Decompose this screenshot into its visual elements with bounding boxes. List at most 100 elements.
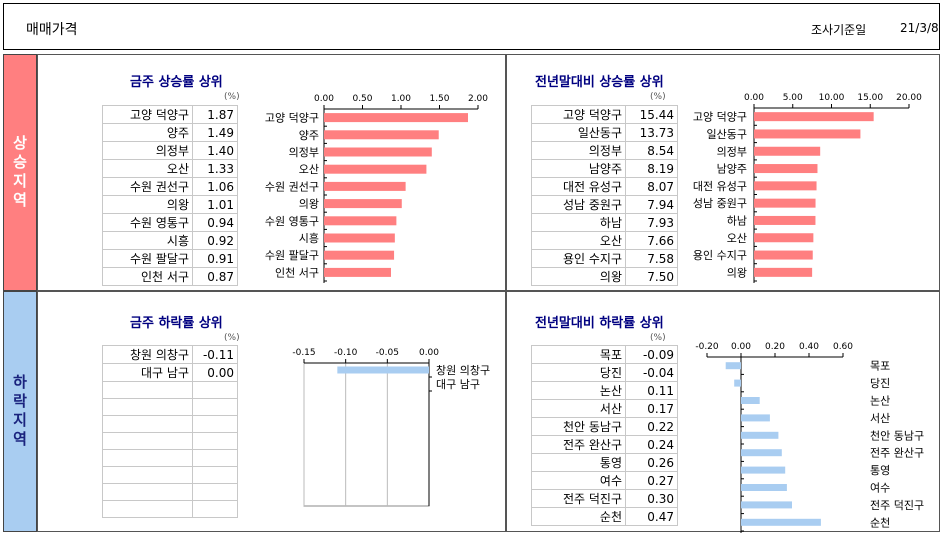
table-row: 의정부 8.54 — [531, 141, 678, 160]
value-cell: 1.01 — [192, 195, 238, 214]
table-row — [102, 432, 238, 450]
data-table: 고양 덕양구 15.44 일산동구 13.73 의정부 8.54 남양주 8.19 대전 유성구… — [531, 105, 678, 286]
bar — [324, 164, 427, 174]
region-cell: 창원 의창구 — [102, 345, 193, 364]
unit-label: (%) — [224, 92, 240, 102]
region-cell — [102, 432, 193, 450]
bar — [754, 112, 874, 122]
table-row — [102, 398, 238, 416]
region-cell: 용인 수지구 — [531, 249, 626, 268]
chart-title: 전년말대비 하락률 상위 — [535, 316, 664, 331]
value-cell: 0.47 — [625, 507, 678, 526]
value-cell: 0.24 — [625, 435, 678, 454]
value-cell: 0.27 — [625, 471, 678, 490]
category-label: 당진 — [870, 377, 890, 390]
rise-region-label: 상승지역 — [3, 54, 37, 291]
fall-region-text: 하락지역 — [10, 373, 29, 450]
category-label: 고양 덕양구 — [265, 112, 319, 125]
x-tick-label: -0.05 — [376, 348, 399, 358]
value-cell — [192, 432, 238, 450]
table-row: 오산 7.66 — [531, 231, 678, 250]
region-cell — [102, 449, 193, 467]
fall-region-label: 하락지역 — [3, 291, 37, 532]
table-row: 수원 영통구 0.94 — [102, 213, 238, 232]
value-cell: 0.87 — [192, 267, 238, 286]
value-cell: 7.58 — [625, 249, 678, 268]
table-row: 천안 동남구 0.22 — [531, 417, 678, 436]
value-cell — [192, 466, 238, 484]
value-cell: 7.66 — [625, 231, 678, 250]
category-label: 시흥 — [299, 231, 319, 245]
value-cell: -0.11 — [192, 345, 238, 364]
region-cell: 고양 덕양구 — [102, 105, 193, 124]
bar — [754, 267, 813, 277]
value-cell: 1.87 — [192, 105, 238, 124]
region-cell: 대구 남구 — [102, 363, 193, 382]
region-cell: 수원 팔달구 — [102, 249, 193, 268]
bar — [324, 216, 397, 226]
survey-date-value: 21/3/8 — [900, 21, 939, 35]
bar — [754, 181, 817, 191]
category-label: 수원 권선구 — [265, 180, 319, 193]
bar — [324, 113, 468, 123]
bar — [725, 362, 741, 370]
region-cell: 시흥 — [102, 231, 193, 250]
category-label: 여수 — [870, 482, 890, 495]
bar — [324, 130, 439, 140]
region-cell: 여수 — [531, 471, 626, 490]
value-cell: 1.06 — [192, 177, 238, 196]
region-cell: 전주 덕진구 — [531, 489, 626, 508]
category-label: 대전 유성구 — [693, 180, 747, 193]
chart-title: 전년말대비 상승률 상위 — [535, 75, 664, 90]
table-row: 의왕 1.01 — [102, 195, 238, 214]
value-cell: 8.19 — [625, 159, 678, 178]
table-row: 전주 완산구 0.24 — [531, 435, 678, 454]
value-cell: 0.94 — [192, 213, 238, 232]
chart-title: 금주 하락률 상위 — [130, 316, 223, 331]
region-cell: 의왕 — [531, 267, 626, 286]
bar — [324, 233, 395, 243]
bar — [741, 484, 787, 491]
value-cell — [192, 483, 238, 501]
plot-area-frame — [303, 362, 430, 507]
value-cell — [192, 449, 238, 467]
region-cell: 순천 — [531, 507, 626, 526]
header-bar: 매매가격 조사기준일 21/3/8 — [3, 3, 940, 50]
bar — [741, 431, 779, 439]
bar — [741, 414, 770, 422]
bar — [741, 466, 786, 474]
x-tick-label: 0.20 — [765, 342, 785, 352]
bar — [741, 397, 760, 404]
value-cell: -0.04 — [625, 363, 678, 382]
x-tick-label: 15.00 — [857, 93, 883, 103]
region-cell: 오산 — [102, 159, 193, 178]
region-cell: 양주 — [102, 123, 193, 142]
bar — [754, 146, 821, 156]
table-row — [102, 500, 238, 518]
category-label: 남양주 — [717, 163, 747, 176]
x-tick-label: 0.00 — [744, 93, 764, 103]
table-row: 논산 0.11 — [531, 381, 678, 400]
bar — [741, 449, 782, 457]
x-tick-label: 0.00 — [314, 94, 334, 104]
value-cell — [192, 415, 238, 433]
region-cell — [102, 415, 193, 433]
region-cell: 수원 영통구 — [102, 213, 193, 232]
ytd-fall-panel: 전년말대비 하락률 상위 (%) 목포 -0.09 당진 -0.04 논산 0.11 서산 0.1… — [506, 291, 940, 533]
table-row: 대전 유성구 8.07 — [531, 177, 678, 196]
table-row: 고양 덕양구 15.44 — [531, 105, 678, 124]
category-label: 인천 서구 — [275, 265, 319, 279]
category-label: 수원 팔달구 — [265, 249, 319, 262]
value-cell: 0.17 — [625, 399, 678, 418]
category-label: 오산 — [727, 232, 747, 245]
x-tick-label: 2.00 — [468, 94, 488, 104]
bar — [741, 501, 792, 509]
region-cell: 서산 — [531, 399, 626, 418]
bar — [754, 233, 814, 243]
category-label: 오산 — [299, 163, 319, 176]
region-cell — [102, 466, 193, 484]
category-label: 하남 — [727, 213, 747, 227]
table-row: 고양 덕양구 1.87 — [102, 105, 238, 124]
region-cell: 오산 — [531, 231, 626, 250]
